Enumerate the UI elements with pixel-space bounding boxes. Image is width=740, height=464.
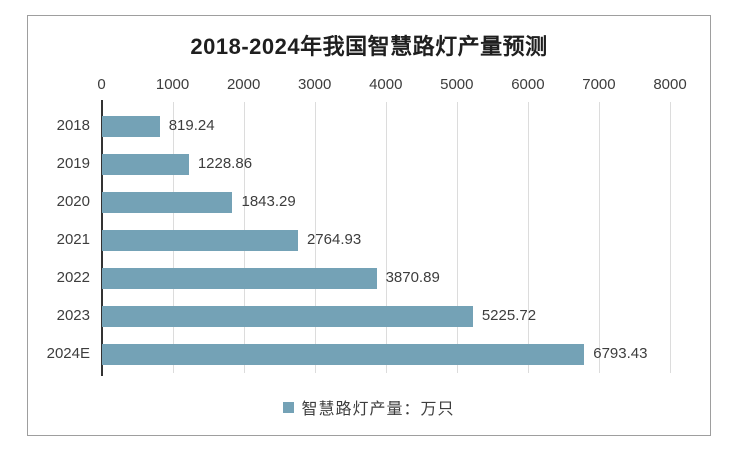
category-axis-label: 2021 — [56, 231, 90, 248]
bar — [101, 229, 298, 251]
value-label: 3870.89 — [385, 269, 440, 286]
category-axis-label: 2022 — [56, 269, 90, 286]
x-axis-tick-label: 1000 — [155, 76, 190, 93]
category-axis-label: 2020 — [56, 193, 90, 210]
category-axis-label: 2024E — [46, 345, 90, 362]
x-axis-tick-label: 3000 — [298, 76, 332, 93]
bar — [101, 305, 473, 327]
chart-title: 2018-2024年我国智慧路灯产量预测 — [190, 34, 548, 59]
gridline — [385, 102, 387, 373]
chart-container: 2018-2024年我国智慧路灯产量预测 0 1000 2000 3000 4000 50… — [27, 15, 711, 436]
x-axis-tick-label: 4000 — [369, 76, 403, 93]
gridline — [527, 102, 529, 373]
bar — [101, 153, 189, 175]
gridline — [314, 102, 316, 373]
value-label: 819.24 — [168, 117, 215, 134]
legend-label: 智慧路灯产量：万只 — [301, 401, 455, 418]
bar — [101, 115, 160, 137]
x-axis-tick-label: 0 — [97, 76, 106, 93]
gridline — [670, 102, 671, 373]
value-label: 1228.86 — [197, 155, 253, 172]
x-axis-tick-label: 5000 — [440, 76, 474, 93]
x-axis-tick-label: 6000 — [511, 76, 545, 93]
bar — [101, 267, 377, 289]
category-axis-label: 2023 — [56, 307, 90, 324]
gridline — [456, 102, 458, 373]
legend-marker-icon — [283, 401, 295, 413]
value-label: 2764.93 — [306, 231, 362, 248]
x-axis-tick-label: 8000 — [653, 76, 687, 93]
category-axis-label: 2019 — [56, 155, 90, 172]
value-label: 6793.43 — [593, 345, 648, 362]
value-label: 1843.29 — [241, 193, 296, 210]
bar — [101, 343, 585, 365]
x-axis-tick-label: 7000 — [582, 76, 616, 93]
gridline — [598, 102, 600, 373]
bar — [101, 191, 233, 213]
legend: 智慧路灯产量：万只 — [28, 395, 710, 419]
x-axis-tick-label: 2000 — [226, 76, 261, 93]
value-label: 5225.72 — [481, 307, 537, 324]
category-axis-label: 2018 — [56, 117, 90, 134]
